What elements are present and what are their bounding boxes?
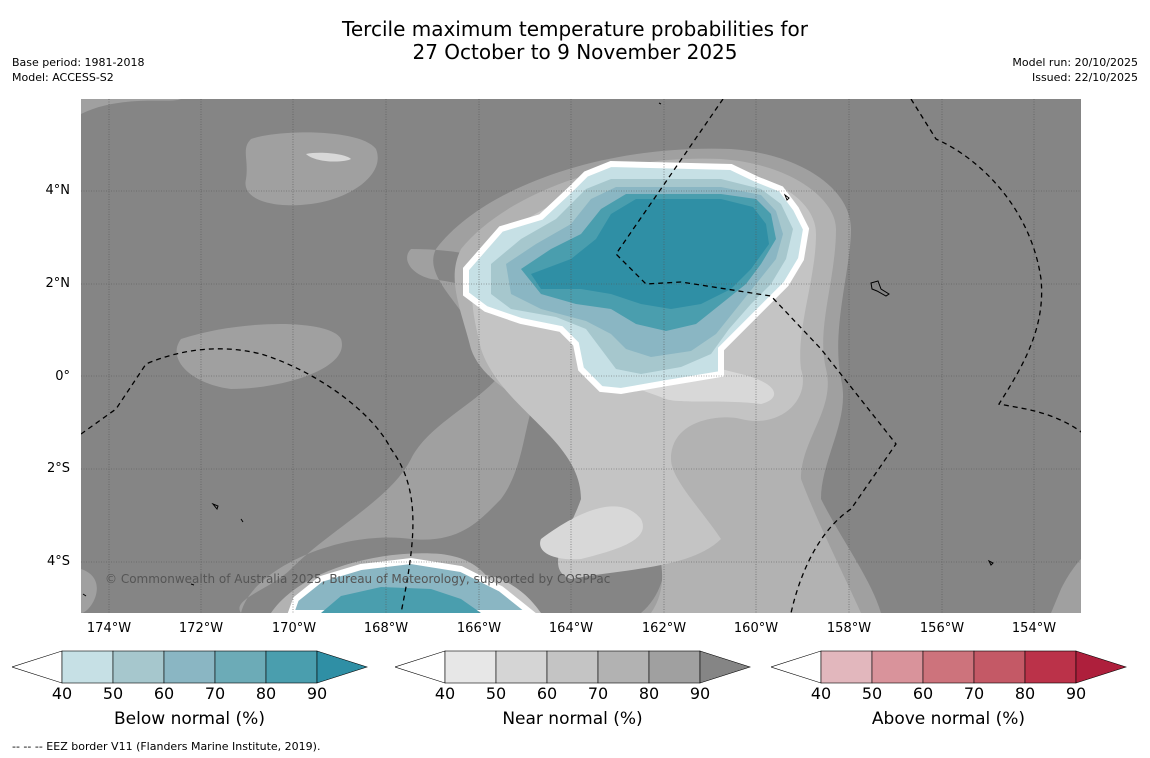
near-tick-60: 60 xyxy=(536,684,558,703)
colorbar-near-normal xyxy=(394,650,753,688)
lon-label-168w: 168°W xyxy=(363,621,409,636)
colorbar-near-swatches xyxy=(394,650,751,684)
meta-left: Base period: 1981-2018 Model: ACCESS-S2 xyxy=(12,55,144,85)
lon-label-174w: 174°W xyxy=(86,621,132,636)
below-tick-60: 60 xyxy=(153,684,175,703)
lon-label-166w: 166°W xyxy=(456,621,502,636)
above-tick-90: 90 xyxy=(1065,684,1087,703)
near-tick-90: 90 xyxy=(689,684,711,703)
colorbar-below-label: Below normal (%) xyxy=(114,709,265,729)
lon-label-164w: 164°W xyxy=(548,621,594,636)
eez-footnote: -- -- -- EEZ border V11 (Flanders Marine… xyxy=(12,740,321,753)
colorbar-above-swatches xyxy=(770,650,1127,684)
above-tick-60: 60 xyxy=(912,684,934,703)
eez-borders xyxy=(80,98,1082,614)
lat-label-2n: 2°N xyxy=(45,276,71,291)
near-tick-50: 50 xyxy=(485,684,507,703)
lon-label-156w: 156°W xyxy=(919,621,965,636)
colorbar-below-normal xyxy=(11,650,370,688)
below-tick-80: 80 xyxy=(255,684,277,703)
above-tick-40: 40 xyxy=(810,684,832,703)
below-normal-90-region xyxy=(531,199,769,309)
below-tick-40: 40 xyxy=(51,684,73,703)
above-tick-80: 80 xyxy=(1014,684,1036,703)
below-normal-south-core xyxy=(321,587,481,613)
lat-label-4n: 4°N xyxy=(45,183,71,198)
model-text: Model: ACCESS-S2 xyxy=(12,71,114,84)
near-tick-70: 70 xyxy=(587,684,609,703)
title-line-1: Tercile maximum temperature probabilitie… xyxy=(342,17,808,41)
colorbar-above-label: Above normal (%) xyxy=(871,709,1026,729)
lat-label-2s: 2°S xyxy=(46,461,70,476)
lon-label-162w: 162°W xyxy=(641,621,687,636)
issued-text: Issued: 22/10/2025 xyxy=(1031,71,1138,84)
lon-label-170w: 170°W xyxy=(271,621,317,636)
lon-label-158w: 158°W xyxy=(826,621,872,636)
map-gridlines xyxy=(81,99,1081,613)
chart-title: Tercile maximum temperature probabilitie… xyxy=(0,18,1150,64)
copyright-text: © Commonwealth of Australia 2025, Bureau… xyxy=(105,572,611,586)
lon-label-154w: 154°W xyxy=(1011,621,1057,636)
below-tick-50: 50 xyxy=(102,684,124,703)
colorbar-near-label: Near normal (%) xyxy=(502,709,643,729)
below-tick-70: 70 xyxy=(204,684,226,703)
lat-label-0: 0° xyxy=(55,369,70,384)
base-period-text: Base period: 1981-2018 xyxy=(12,56,145,69)
lat-label-4s: 4°S xyxy=(46,554,70,569)
probability-map: © Commonwealth of Australia 2025, Bureau… xyxy=(80,98,1082,616)
meta-right: Model run: 20/10/2025 Issued: 22/10/2025 xyxy=(1012,55,1138,85)
title-line-2: 27 October to 9 November 2025 xyxy=(412,40,738,64)
near-tick-80: 80 xyxy=(638,684,660,703)
near-tick-40: 40 xyxy=(434,684,456,703)
islands xyxy=(82,102,994,597)
above-tick-70: 70 xyxy=(963,684,985,703)
colorbar-below-swatches xyxy=(11,650,368,684)
above-tick-50: 50 xyxy=(861,684,883,703)
model-run-text: Model run: 20/10/2025 xyxy=(1012,56,1138,69)
colorbar-above-normal xyxy=(770,650,1129,688)
lon-label-160w: 160°W xyxy=(733,621,779,636)
below-tick-90: 90 xyxy=(306,684,328,703)
lon-label-172w: 172°W xyxy=(178,621,224,636)
